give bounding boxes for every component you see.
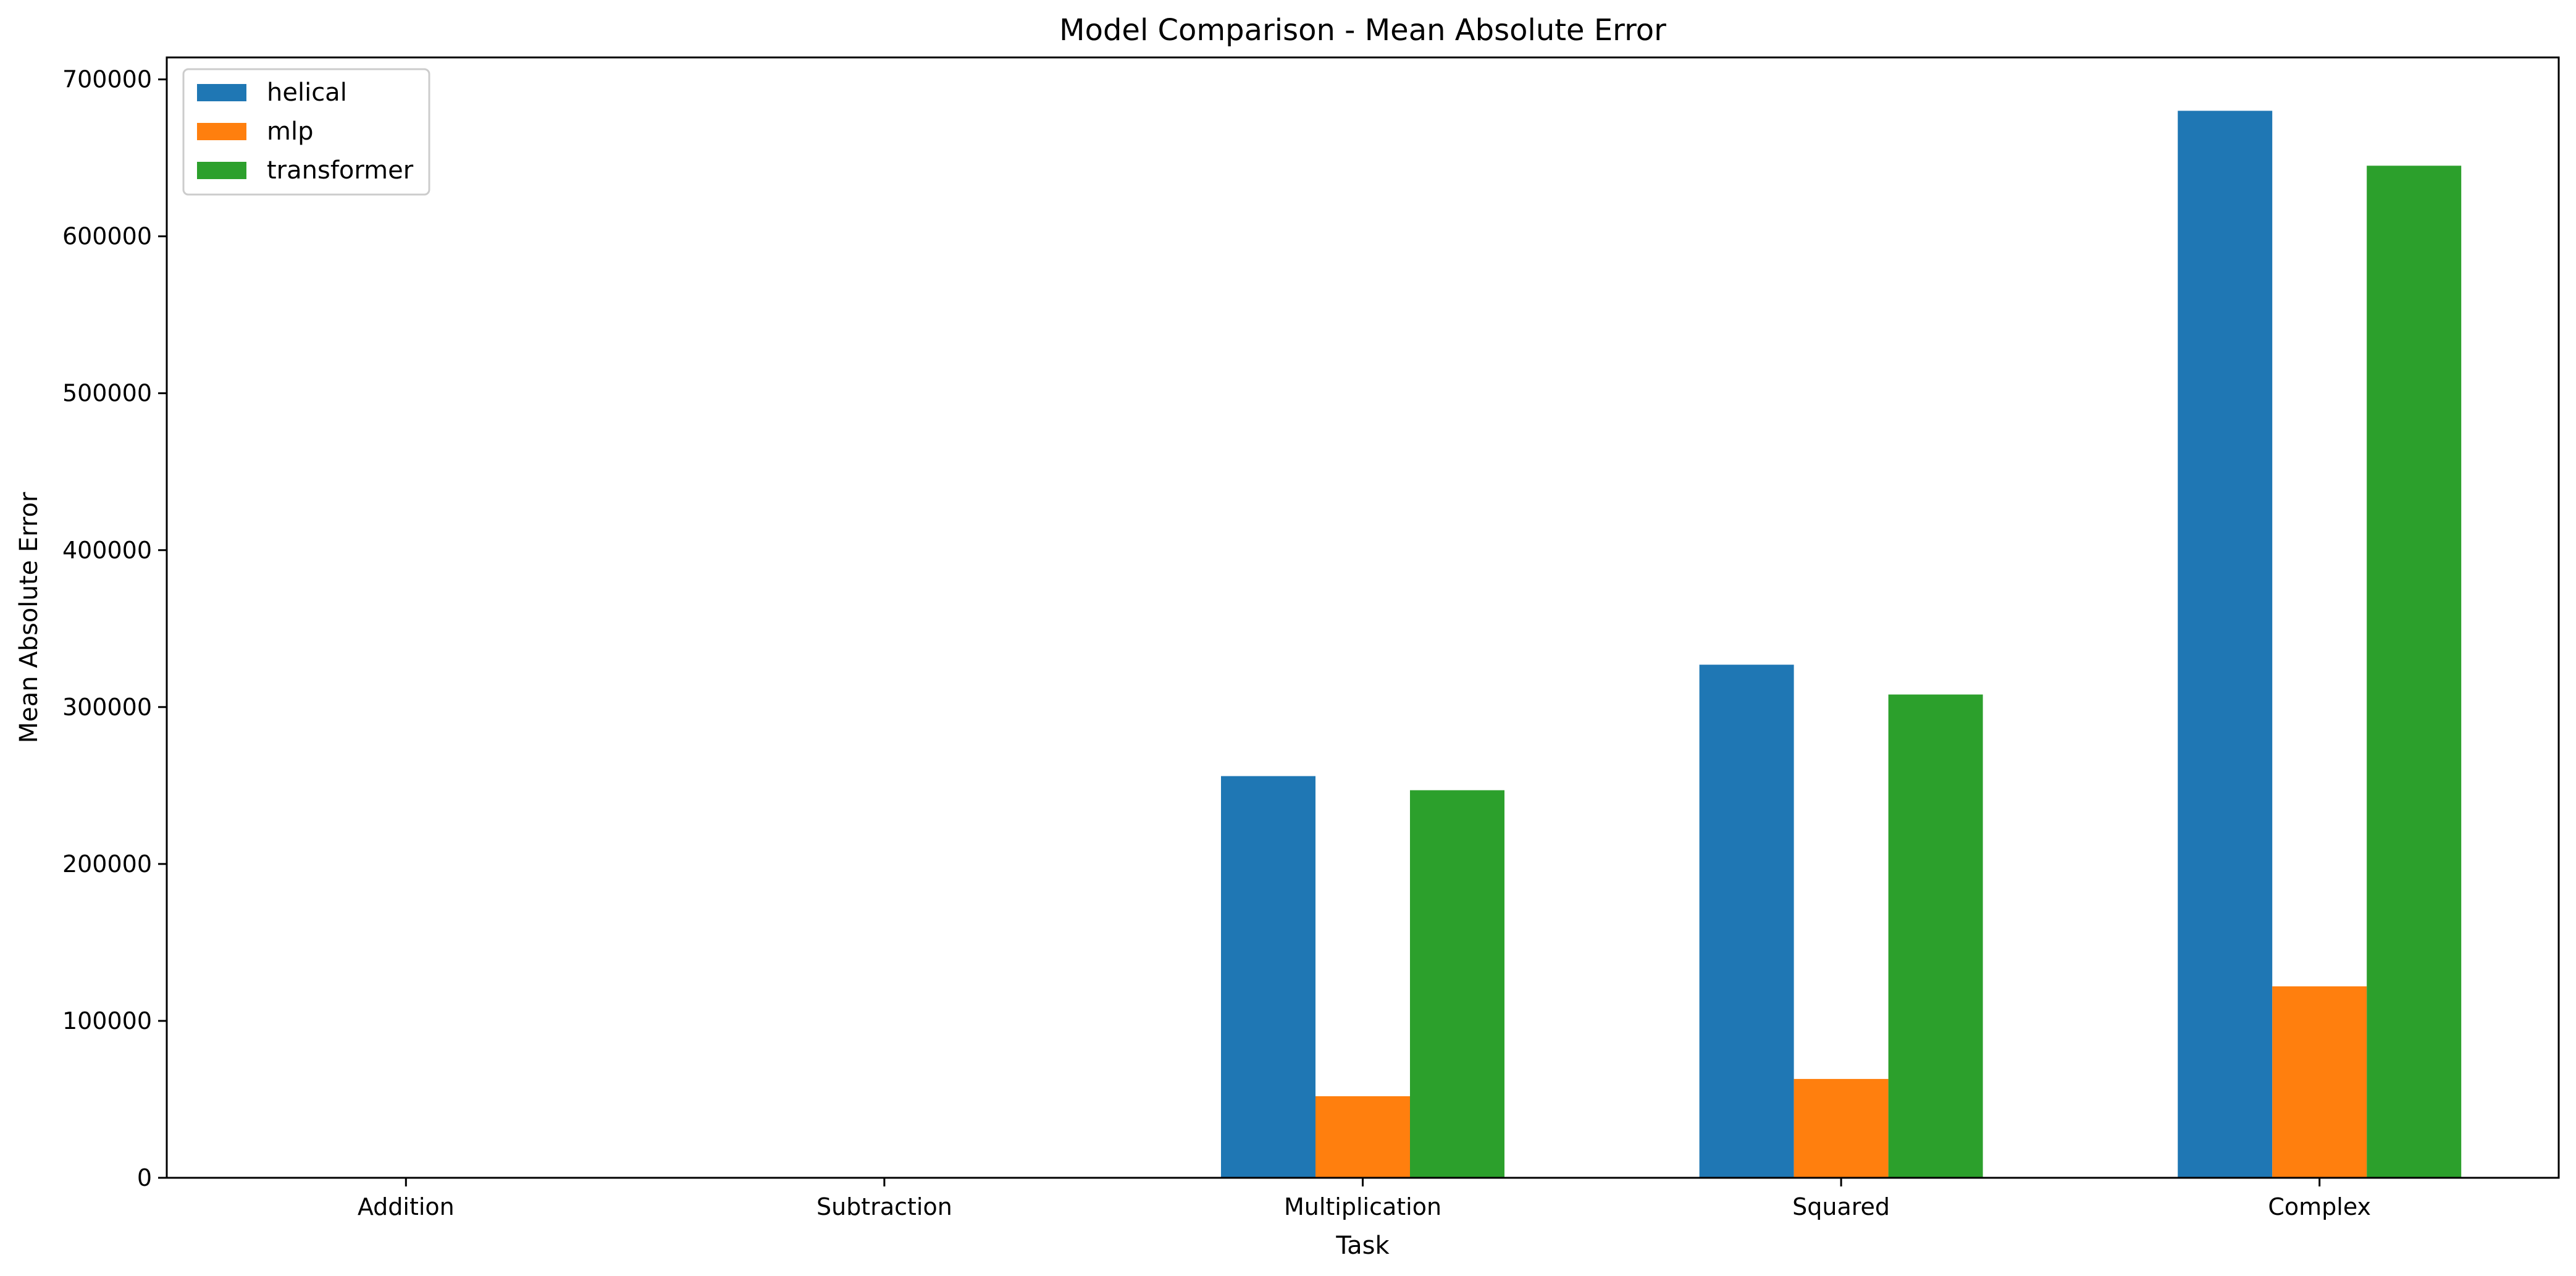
x-axis-ticks: Addition Subtraction Multiplication Squared…	[358, 1178, 2371, 1220]
x-tick-label: Addition	[358, 1193, 455, 1220]
y-tick-label: 300000	[62, 694, 152, 721]
bar-transformer-complex	[2367, 166, 2462, 1178]
y-tick-label: 100000	[62, 1007, 152, 1035]
y-tick-label: 0	[137, 1164, 152, 1191]
legend-label-transformer: transformer	[267, 156, 414, 185]
x-tick-label: Multiplication	[1284, 1193, 1441, 1220]
x-tick-label: Squared	[1792, 1193, 1890, 1220]
y-tick-label: 400000	[62, 537, 152, 564]
bar-transformer-squared	[1888, 694, 1983, 1178]
legend-label-helical: helical	[267, 78, 347, 107]
bar-transformer-multiplication	[1410, 790, 1504, 1178]
y-tick-label: 200000	[62, 850, 152, 878]
x-axis-label: Task	[1335, 1232, 1390, 1260]
y-axis-label: Mean Absolute Error	[15, 492, 43, 743]
bar-mlp-multiplication	[1315, 1096, 1410, 1178]
y-tick-label: 700000	[62, 66, 152, 93]
bar-helical-multiplication	[1221, 776, 1315, 1178]
plot-frame	[166, 56, 2560, 1179]
bar-mlp-squared	[1794, 1078, 1889, 1178]
x-tick-label: Complex	[2268, 1193, 2371, 1220]
y-tick-label: 500000	[62, 380, 152, 407]
x-tick-label: Subtraction	[816, 1193, 952, 1220]
legend-swatch-mlp	[197, 123, 246, 140]
bar-helical-complex	[2178, 111, 2273, 1178]
y-axis-ticks: 0 100000 200000 300000 400000 500000 600000 700…	[62, 66, 167, 1191]
legend-swatch-helical	[197, 84, 246, 101]
y-tick-label: 600000	[62, 223, 152, 250]
bar-mlp-complex	[2272, 986, 2367, 1178]
chart-title: Model Comparison - Mean Absolute Error	[1059, 13, 1666, 48]
legend-swatch-transformer	[197, 162, 246, 179]
legend-label-mlp: mlp	[267, 117, 313, 146]
bars-group	[264, 111, 2462, 1178]
legend: helical mlp transformer	[182, 68, 430, 196]
bar-helical-squared	[1699, 665, 1794, 1178]
